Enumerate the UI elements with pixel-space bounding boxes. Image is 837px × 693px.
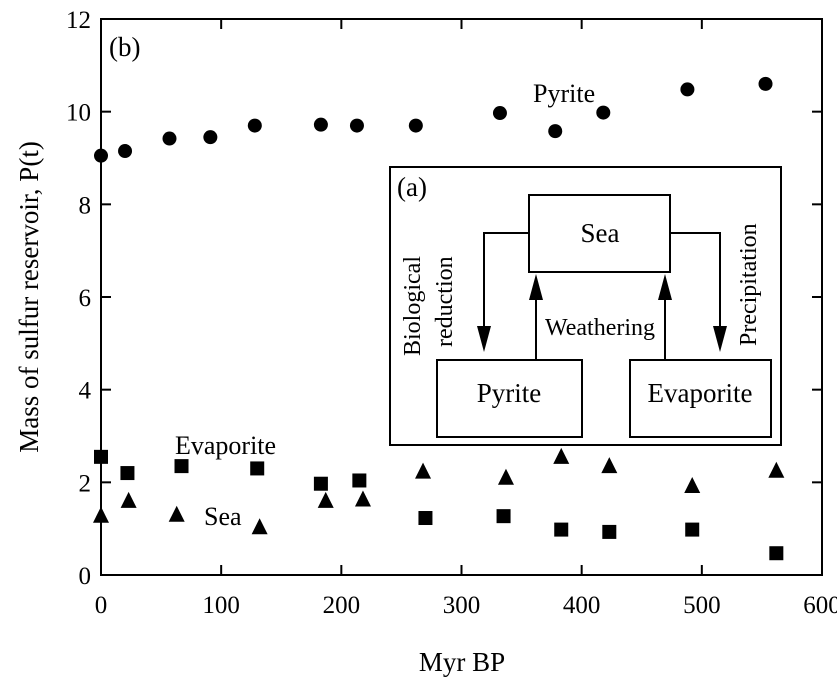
evaporite-box	[629, 359, 772, 438]
evaporite-box-label: Evaporite	[648, 378, 753, 408]
evaporite-point	[250, 461, 265, 476]
evaporite-point	[418, 511, 433, 526]
sea-box	[528, 194, 671, 273]
pyrite-point	[596, 105, 611, 120]
data-marks	[93, 76, 785, 561]
precipitation-arrow	[670, 232, 721, 338]
sea-point	[251, 518, 268, 535]
x-tick-label: 500	[683, 592, 721, 619]
y-tick-label: 8	[79, 192, 92, 219]
pyrite-point	[162, 131, 177, 146]
sea-point	[497, 468, 514, 485]
pyrite-point	[408, 118, 423, 133]
evaporite-point	[94, 449, 108, 464]
y-tick-label: 0	[79, 563, 92, 590]
sea-point	[168, 505, 185, 522]
x-tick-labels: 0 100 200 300 400 500 600	[95, 592, 837, 619]
evaporite-point	[769, 546, 784, 561]
x-tick-label: 600	[803, 592, 837, 619]
sea-box-label: Sea	[581, 218, 620, 248]
y-tick-label: 12	[66, 7, 91, 34]
pyrite-point	[313, 117, 328, 132]
pyrite-point	[247, 118, 262, 133]
evaporite-point	[685, 522, 700, 537]
pyrite-weathering-arrowhead	[529, 274, 543, 300]
weathering-label: Weathering	[545, 315, 655, 341]
evaporite-point	[313, 476, 328, 491]
x-tick-label: 200	[323, 592, 361, 619]
x-tick-label: 300	[443, 592, 481, 619]
sea-point	[768, 461, 785, 478]
pyrite-box	[436, 359, 583, 438]
panel-label-a: (a)	[397, 172, 427, 202]
y-tick-label: 10	[66, 100, 91, 127]
evaporite-series-label: Evaporite	[175, 431, 276, 460]
evaporite-weathering-arrowhead	[658, 274, 672, 300]
y-tick-label: 6	[79, 285, 92, 312]
precipitation-arrowhead	[713, 326, 727, 352]
sea-point	[553, 447, 570, 464]
biological-label: Biological	[400, 256, 426, 356]
precipitation-label: Precipitation	[736, 223, 762, 346]
x-tick-label: 0	[95, 592, 108, 619]
x-tick-label: 400	[563, 592, 601, 619]
reduction-label: reduction	[432, 256, 458, 347]
evaporite-point	[174, 459, 189, 474]
pyrite-point	[492, 106, 507, 121]
y-tick-labels: 0 2 4 6 8 10 12	[66, 7, 92, 590]
evaporite-point	[602, 524, 617, 539]
sea-point	[93, 506, 109, 523]
sea-point	[684, 477, 701, 494]
y-tick-label: 2	[79, 470, 92, 497]
x-axis-label: Myr BP	[419, 647, 505, 677]
sea-point	[354, 490, 371, 507]
pyrite-point	[203, 130, 218, 145]
inset-diagram: (a) Sea Pyrite Evaporite Biological redu…	[389, 166, 782, 446]
pyrite-point	[349, 118, 364, 133]
panel-label-b: (b)	[109, 32, 140, 62]
pyrite-point	[548, 124, 563, 139]
x-tick-label: 100	[202, 592, 240, 619]
evaporite-point	[120, 466, 135, 481]
pyrite-series-label: Pyrite	[533, 79, 595, 108]
pyrite-point	[758, 76, 773, 91]
evaporite-point	[496, 509, 511, 524]
biological-reduction-arrowhead	[477, 326, 491, 352]
pyrite-box-label: Pyrite	[477, 378, 542, 408]
sea-point	[601, 457, 618, 474]
sea-point	[317, 491, 334, 508]
sea-point	[415, 462, 432, 479]
pyrite-point	[118, 144, 133, 159]
sea-point	[120, 491, 137, 508]
pyrite-point	[94, 148, 108, 163]
y-tick-label: 4	[79, 378, 92, 405]
sea-series-label: Sea	[204, 502, 242, 531]
evaporite-point	[554, 522, 569, 537]
evaporite-point	[352, 473, 367, 488]
biological-reduction-arrow	[483, 232, 529, 338]
axis-ticks	[100, 18, 823, 576]
y-axis-label: Mass of sulfur reservoir, P(t)	[14, 141, 44, 453]
pyrite-point	[680, 82, 695, 97]
